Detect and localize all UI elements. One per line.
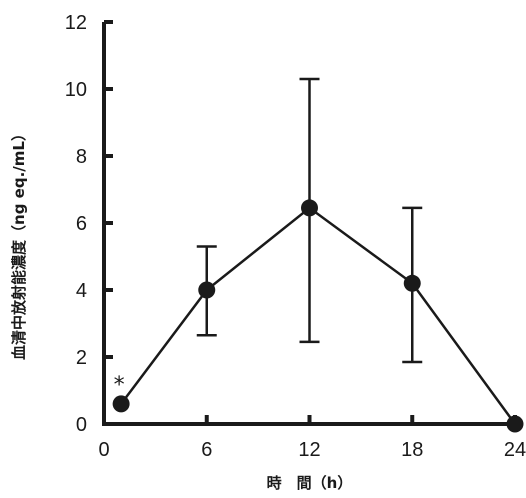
annotations: * [114, 373, 125, 398]
data-point [506, 415, 524, 433]
y-tick-label: 12 [65, 12, 87, 34]
data-point [301, 199, 318, 217]
x-tick-label: 12 [298, 439, 320, 461]
y-tick-label: 2 [76, 347, 87, 369]
data-point [112, 395, 130, 413]
y-tick-label: 0 [76, 414, 87, 436]
series-line [120, 206, 517, 425]
y-axis-title: 血清中放射能濃度（ng eq./mL） [10, 126, 28, 360]
y-tick-label: 8 [76, 146, 87, 168]
y-tick-label: 4 [76, 280, 87, 302]
significance-annotation: * [114, 373, 125, 398]
x-tick-label: 6 [201, 439, 212, 461]
data-point [198, 281, 216, 299]
x-tick-label: 18 [401, 439, 423, 461]
y-tick-label: 10 [65, 79, 87, 101]
data-point [403, 274, 421, 292]
y-tick-label: 6 [76, 213, 87, 235]
x-tick-label: 0 [98, 439, 109, 461]
x-tick-label: 24 [504, 439, 526, 461]
x-axis-title: 時 間（h） [267, 474, 353, 492]
series [112, 77, 524, 433]
